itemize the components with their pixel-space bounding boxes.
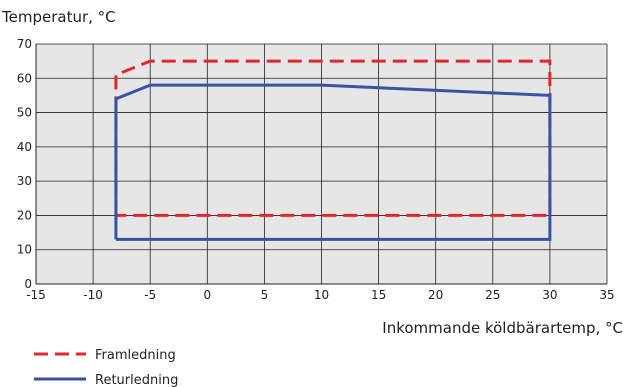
x-tick-label: -10 (83, 288, 103, 302)
y-tick-label: 0 (24, 277, 32, 291)
y-tick-label: 50 (17, 106, 32, 120)
x-tick-label: 0 (203, 288, 211, 302)
x-tick-label: 5 (261, 288, 269, 302)
series-layer (114, 59, 552, 241)
legend-label-framledning: Framledning (95, 348, 176, 363)
x-tick-label: 15 (371, 288, 386, 302)
y-tick-label: 70 (17, 37, 32, 51)
y-tick-label: 40 (17, 140, 32, 154)
y-tick-label: 30 (17, 174, 32, 188)
y-tick-labels: 0 10 20 30 40 50 60 70 (17, 37, 32, 291)
x-tick-label: -5 (144, 288, 156, 302)
series-line-returledning (114, 83, 552, 241)
y-tick-label: 10 (17, 243, 32, 257)
y-tick-label: 20 (17, 208, 32, 222)
x-tick-label: 35 (599, 288, 614, 302)
x-tick-label: -15 (26, 288, 46, 302)
y-tick-label: 60 (17, 71, 32, 85)
x-tick-label: 20 (428, 288, 443, 302)
legend: Framledning Returledning (34, 348, 178, 387)
legend-label-returledning: Returledning (95, 373, 178, 387)
x-tick-label: 25 (485, 288, 500, 302)
x-tick-label: 30 (542, 288, 557, 302)
x-tick-label: 10 (314, 288, 329, 302)
x-axis-title: Inkommande köldbärartemp, °C (382, 319, 623, 337)
x-tick-labels: -15 -10 -5 0 5 10 15 20 25 30 35 (26, 288, 614, 302)
y-axis-title: Temperatur, °C (1, 8, 116, 26)
